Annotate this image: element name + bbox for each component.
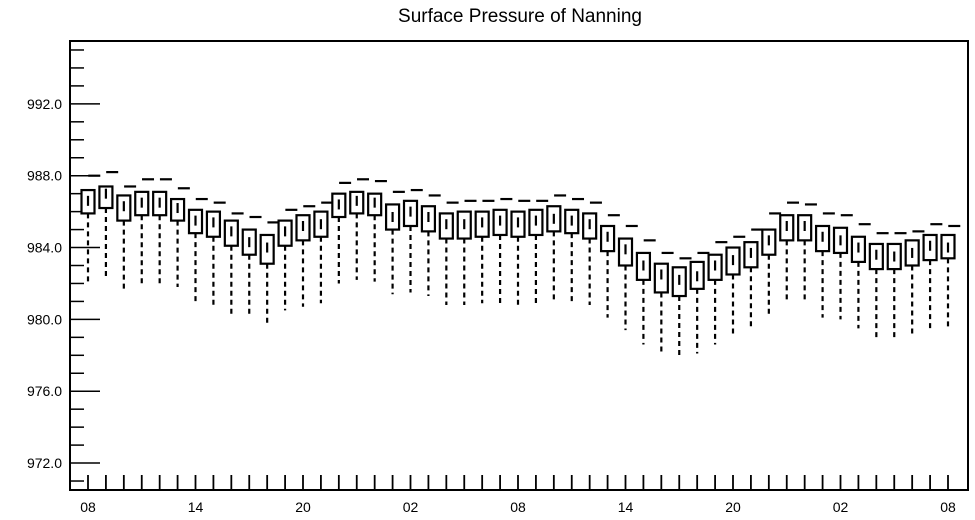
box-item bbox=[761, 212, 782, 316]
y-tick-label: 984.0 bbox=[27, 240, 62, 256]
box-item bbox=[349, 178, 370, 280]
box-item bbox=[295, 205, 316, 307]
box-item bbox=[331, 181, 352, 284]
x-tick-label: 08 bbox=[940, 499, 956, 515]
box-item bbox=[707, 241, 728, 345]
y-axis: 972.0 976.0 980.0 984.0 988.0 992.0 bbox=[27, 49, 100, 482]
box-item bbox=[814, 212, 835, 318]
x-tick-label: 20 bbox=[725, 499, 741, 515]
box-item bbox=[850, 223, 871, 329]
box-item bbox=[510, 199, 531, 306]
box-series bbox=[80, 171, 961, 359]
box-item bbox=[797, 203, 817, 304]
y-tick-label: 976.0 bbox=[27, 383, 62, 399]
box-item bbox=[671, 257, 692, 359]
box-item bbox=[367, 179, 387, 282]
x-tick-label: 14 bbox=[618, 499, 634, 515]
x-tick-label: 20 bbox=[295, 499, 311, 515]
box-item bbox=[528, 199, 549, 306]
x-tick-label: 08 bbox=[510, 499, 526, 515]
box-item bbox=[384, 190, 405, 295]
box-item bbox=[886, 232, 907, 340]
box-item bbox=[725, 235, 746, 338]
box-item bbox=[456, 199, 477, 306]
box-item bbox=[187, 197, 208, 302]
box-item bbox=[277, 208, 298, 311]
box-item bbox=[313, 201, 334, 304]
box-item bbox=[635, 239, 656, 345]
box-item bbox=[402, 188, 423, 293]
box-item bbox=[205, 201, 226, 306]
box-item bbox=[832, 214, 853, 320]
box-item bbox=[134, 178, 155, 284]
box-item bbox=[546, 194, 567, 302]
y-tick-label: 988.0 bbox=[27, 168, 62, 184]
x-tick-label: 08 bbox=[80, 499, 96, 515]
chart-title: Surface Pressure of Nanning bbox=[398, 6, 642, 27]
y-tick-label: 980.0 bbox=[27, 311, 62, 327]
x-tick-label: 02 bbox=[833, 499, 849, 515]
box-item bbox=[617, 224, 638, 331]
box-item bbox=[868, 232, 889, 338]
box-item bbox=[152, 178, 172, 284]
box-item bbox=[743, 228, 764, 329]
box-item bbox=[241, 215, 262, 318]
box-item bbox=[653, 251, 674, 356]
x-tick-label: 14 bbox=[188, 499, 204, 515]
box-item bbox=[438, 201, 459, 306]
box-item bbox=[223, 212, 244, 316]
x-axis: 08 14 20 02 08 14 20 02 08 bbox=[80, 475, 956, 515]
box-item bbox=[259, 221, 280, 325]
box-item bbox=[98, 171, 119, 277]
box-item bbox=[922, 223, 943, 329]
y-tick-label: 992.0 bbox=[27, 96, 62, 112]
box-item bbox=[80, 174, 101, 284]
y-tick-label: 972.0 bbox=[27, 455, 62, 471]
box-item bbox=[474, 199, 495, 304]
box-item bbox=[564, 197, 585, 302]
box-item bbox=[599, 214, 620, 318]
x-tick-label: 02 bbox=[403, 499, 419, 515]
box-item bbox=[904, 230, 925, 336]
box-item bbox=[116, 185, 137, 291]
box-item bbox=[169, 187, 190, 288]
box-item bbox=[779, 201, 800, 304]
box-item bbox=[420, 194, 441, 297]
box-item bbox=[940, 224, 961, 329]
box-item bbox=[492, 197, 513, 304]
box-item bbox=[582, 201, 602, 306]
box-item bbox=[689, 251, 710, 354]
